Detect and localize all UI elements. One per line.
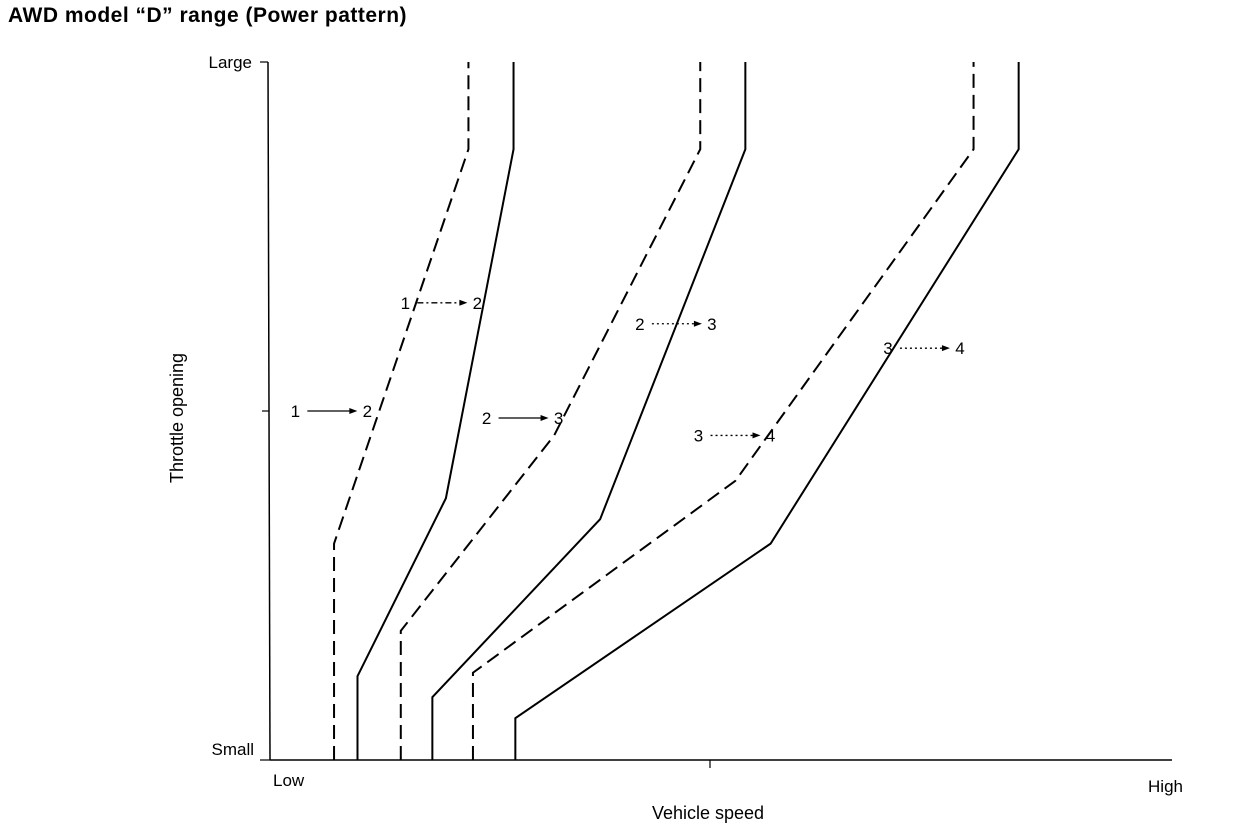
shift-label-to: 4	[955, 339, 964, 358]
y-tick-label-small: Small	[211, 740, 254, 759]
shift-label-from: 2	[482, 409, 491, 428]
shift-line-3-dashed	[399, 62, 702, 760]
shift-line-2-solid	[356, 62, 515, 760]
shift-line-4-solid	[431, 62, 747, 760]
y-tick-label-large: Large	[209, 53, 252, 72]
shift-arrow-head	[540, 414, 549, 421]
shift-line-1-dashed	[333, 62, 470, 760]
shift-label-from: 2	[635, 315, 644, 334]
shift-label-to: 2	[363, 402, 372, 421]
shift-arrow-head	[459, 299, 468, 306]
shift-arrow-head	[941, 345, 950, 352]
shift-label-from: 3	[883, 339, 892, 358]
shift-label-from: 3	[694, 426, 703, 445]
shift-label-from: 1	[401, 294, 410, 313]
shift-line-6-solid	[514, 62, 1020, 760]
annotation-layer: 1 21 22 32 33 43 4	[291, 294, 965, 446]
chart-title: AWD model “D” range (Power pattern)	[8, 4, 408, 27]
series-layer	[333, 62, 1020, 760]
shift-arrow-head	[349, 408, 358, 414]
shift-arrow-head	[752, 432, 761, 439]
y-axis-label: Throttle opening	[167, 353, 187, 483]
x-tick-label-low: Low	[273, 771, 305, 790]
shift-label-to: 4	[766, 426, 775, 445]
shift-label-from: 1	[291, 402, 300, 421]
shift-line-5-dashed	[471, 62, 975, 760]
x-axis-label: Vehicle speed	[652, 803, 764, 823]
shift-label-to: 3	[707, 315, 716, 334]
shift-label-to: 3	[554, 409, 563, 428]
shift-arrow-head	[693, 320, 702, 327]
shift-label-to: 2	[473, 294, 482, 313]
x-tick-label-high: High	[1148, 777, 1183, 796]
